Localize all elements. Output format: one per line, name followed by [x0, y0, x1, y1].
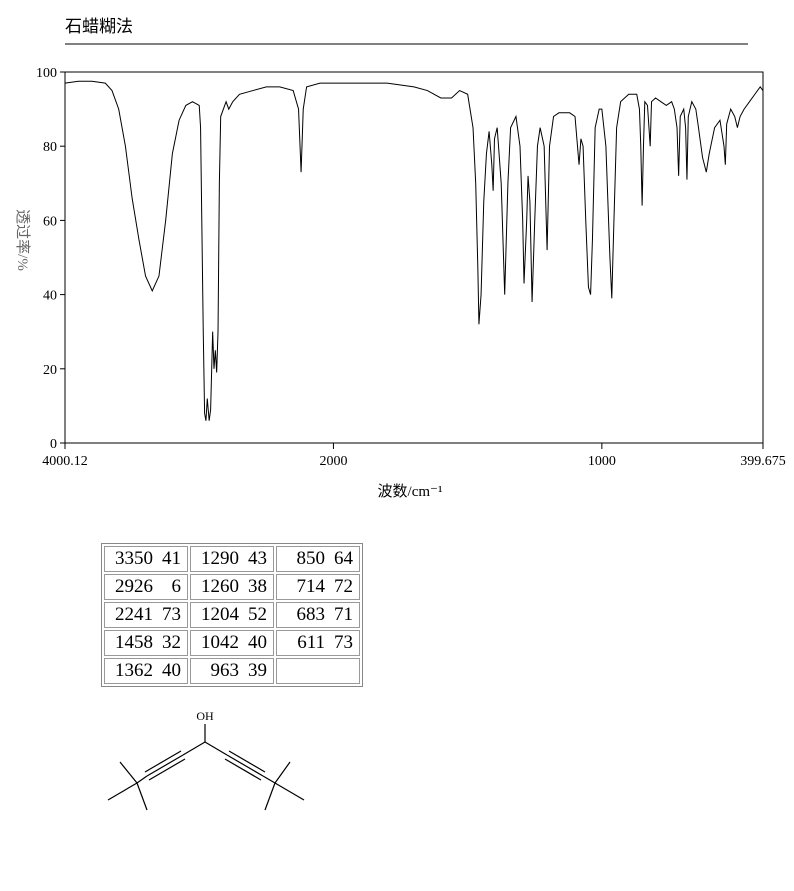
peak-transmittance: 73 [334, 632, 353, 653]
table-cell: 683 71 [276, 602, 360, 628]
peak-wavenumber: 714 [296, 576, 326, 597]
y-tick-label: 40 [43, 289, 57, 304]
table-cell: 1204 52 [190, 602, 274, 628]
table-cell: 1290 43 [190, 546, 274, 572]
table-row: 1362 40 963 39 [104, 658, 360, 684]
table-cell: 1458 32 [104, 630, 188, 656]
table-row: 3350 41 1290 43 850 64 [104, 546, 360, 572]
table-cell: 3350 41 [104, 546, 188, 572]
x-tick-label: 1000 [588, 454, 616, 469]
peak-wavenumber: 1458 [115, 632, 153, 653]
page-title: 石蜡糊法 [65, 17, 133, 36]
peak-wavenumber: 850 [296, 548, 326, 569]
y-tick-label: 80 [43, 140, 57, 155]
table-cell: 2926 6 [104, 574, 188, 600]
table-cell: 1260 38 [190, 574, 274, 600]
structure-label: OH [196, 709, 214, 723]
table-row: 2926 6 1260 38 714 72 [104, 574, 360, 600]
peak-table: 3350 41 1290 43 850 64 2926 6 1260 38 714 72 2241 73 1… [101, 543, 363, 687]
peak-wavenumber: 683 [296, 604, 326, 625]
peak-transmittance: 43 [248, 548, 267, 569]
peak-transmittance: 73 [162, 604, 181, 625]
peak-wavenumber: 1362 [115, 660, 153, 681]
y-tick-label: 0 [50, 437, 57, 452]
peak-transmittance: 39 [248, 660, 267, 681]
peak-wavenumber: 963 [210, 660, 240, 681]
plot-frame [64, 71, 764, 444]
table-cell: 1042 40 [190, 630, 274, 656]
spectrum-line [64, 80, 764, 421]
x-tick-label: 4000.12 [42, 454, 88, 469]
table-cell: 850 64 [276, 546, 360, 572]
peak-wavenumber: 1204 [201, 604, 239, 625]
table-row: 2241 73 1204 52 683 71 [104, 602, 360, 628]
table-cell: 963 39 [190, 658, 274, 684]
y-axis-title: 透过率/% [14, 209, 31, 271]
x-axis-title: 波数/cm⁻¹ [378, 483, 443, 500]
peak-wavenumber: 2241 [115, 604, 153, 625]
y-tick-label: 100 [36, 66, 57, 81]
peak-wavenumber: 1260 [201, 576, 239, 597]
table-cell: 2241 73 [104, 602, 188, 628]
table-cell [276, 658, 360, 684]
peak-wavenumber: 1290 [201, 548, 239, 569]
peak-transmittance: 40 [248, 632, 267, 653]
peak-transmittance: 52 [248, 604, 267, 625]
table-cell: 611 73 [276, 630, 360, 656]
table-cell: 1362 40 [104, 658, 188, 684]
structure [107, 724, 305, 811]
peak-transmittance: 32 [162, 632, 181, 653]
peak-wavenumber: 1042 [201, 632, 239, 653]
peak-transmittance: 71 [334, 604, 353, 625]
peak-wavenumber: 611 [297, 632, 325, 653]
peak-transmittance: 72 [334, 576, 353, 597]
table-cell: 714 72 [276, 574, 360, 600]
peak-wavenumber: 3350 [115, 548, 153, 569]
x-tick-label: 2000 [319, 454, 347, 469]
x-tick-label: 399.675 [740, 454, 786, 469]
peak-transmittance: 40 [162, 660, 181, 681]
peak-wavenumber: 2926 [115, 576, 153, 597]
table-row: 1458 32 1042 40 611 73 [104, 630, 360, 656]
peak-transmittance: 64 [334, 548, 353, 569]
y-tick-label: 60 [43, 214, 57, 229]
peak-transmittance: 41 [162, 548, 181, 569]
peak-transmittance: 6 [171, 576, 182, 597]
y-tick-label: 20 [43, 363, 57, 378]
peak-transmittance: 38 [248, 576, 267, 597]
